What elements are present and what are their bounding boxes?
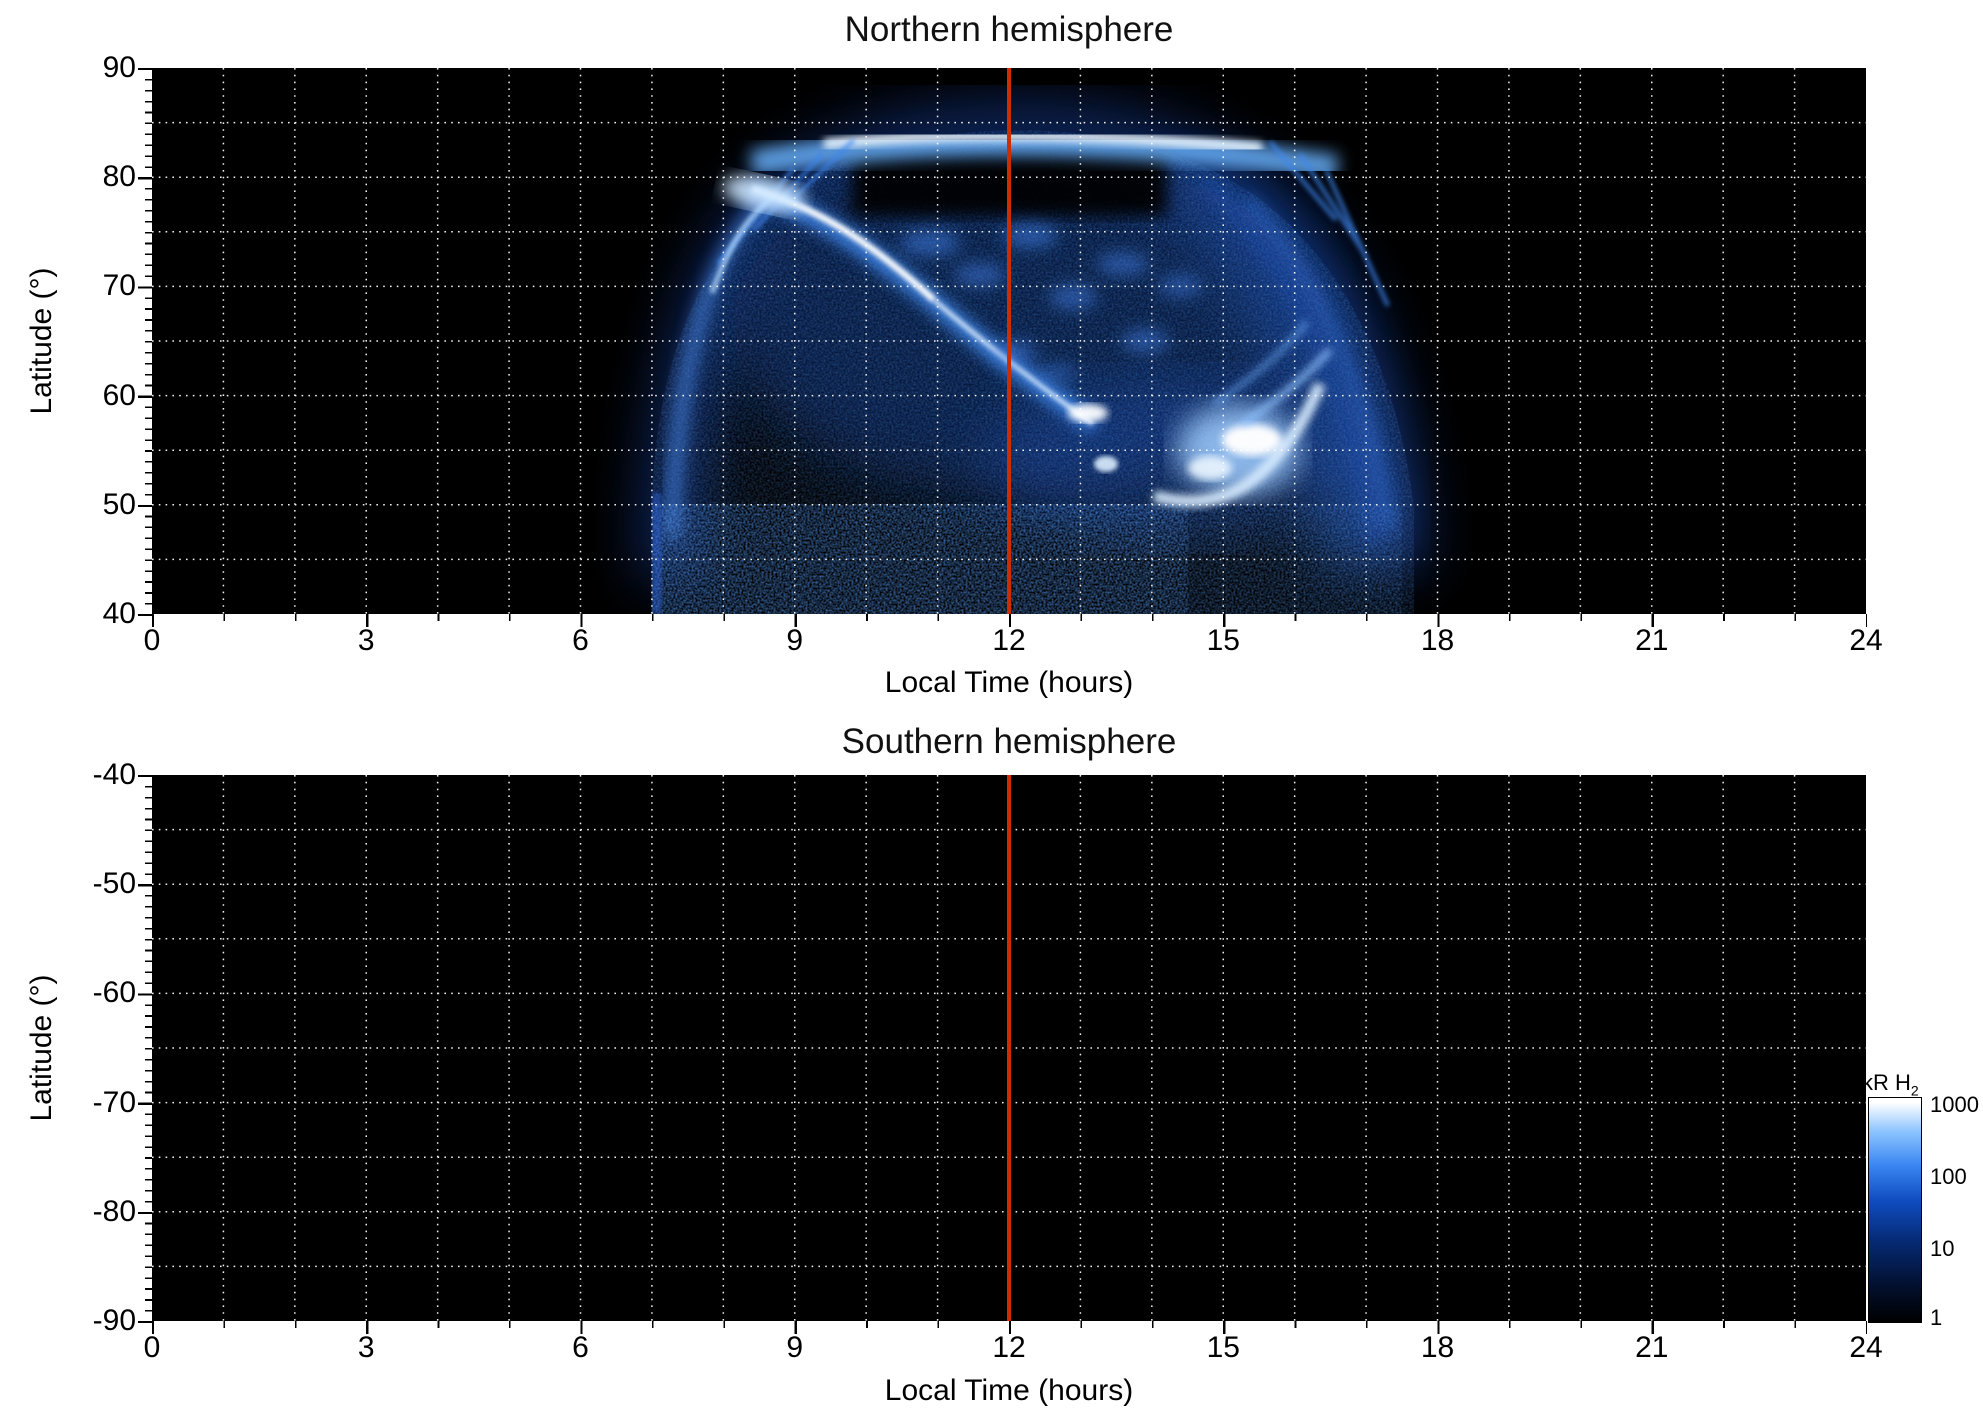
- x-tick-label: 6: [572, 624, 589, 657]
- y-tick-label: -50: [92, 867, 136, 901]
- south-y-axis-label: Latitude (°): [25, 974, 58, 1122]
- y-tick-label: -90: [92, 1303, 136, 1337]
- north-y-tick-labels: 90 80 70 60 50 40: [62, 53, 136, 629]
- colorbar-tick-labels: 1000 100 10 1: [1930, 0, 1983, 1423]
- x-tick-label: 18: [1420, 1331, 1455, 1364]
- south-panel-title: Southern hemisphere: [841, 722, 1177, 761]
- x-tick-label: 21: [1635, 1331, 1669, 1364]
- south-x-major-ticks: [152, 1321, 1867, 1334]
- x-tick-label: 3: [357, 1331, 375, 1364]
- south-grid-overlay: [152, 775, 1866, 1321]
- north-panel-title: Northern hemisphere: [844, 10, 1174, 49]
- x-tick-label: 12: [992, 1331, 1026, 1364]
- x-tick-label: 3: [357, 624, 375, 657]
- x-tick-label: 24: [1849, 624, 1883, 657]
- colorbar-tick-label: 1: [1930, 1305, 1943, 1330]
- x-tick-label: 21: [1635, 624, 1669, 657]
- x-tick-label: 18: [1420, 624, 1455, 657]
- x-tick-label: 9: [786, 1331, 804, 1364]
- y-tick-label: -70: [92, 1085, 136, 1119]
- y-tick-label: 80: [102, 160, 136, 194]
- colorbar-unit-main: kR H: [1862, 1070, 1911, 1095]
- north-y-axis-label: Latitude (°): [25, 267, 58, 415]
- north-y-major-ticks: [138, 68, 152, 616]
- x-tick-label: 6: [572, 1331, 589, 1364]
- south-x-axis-label: Local Time (hours): [884, 1374, 1134, 1407]
- south-y-tick-labels: -40 -50 -60 -70 -80 -90: [62, 760, 136, 1336]
- y-tick-label: -80: [92, 1194, 136, 1228]
- colorbar-tick-label: 100: [1930, 1164, 1967, 1189]
- colorbar-tick-label: 10: [1930, 1236, 1955, 1261]
- north-x-major-ticks: [152, 614, 1867, 627]
- south-x-tick-labels: 0 3 6 9 12 15 18 21 24: [117, 1331, 1901, 1365]
- colorbar-unit-sub: 2: [1910, 1082, 1919, 1099]
- y-tick-label: 60: [102, 378, 136, 412]
- x-tick-label: 9: [786, 624, 804, 657]
- north-x-axis-label: Local Time (hours): [884, 666, 1134, 699]
- x-tick-label: 15: [1206, 624, 1240, 657]
- y-tick-label: -60: [92, 976, 136, 1010]
- colorbar: [1868, 1097, 1922, 1323]
- x-tick-label: 0: [143, 624, 161, 657]
- y-tick-label: 70: [102, 269, 136, 303]
- north-grid-overlay: [152, 68, 1866, 614]
- x-tick-label: 24: [1849, 1331, 1883, 1364]
- x-tick-label: 12: [992, 624, 1026, 657]
- north-x-tick-labels: 0 3 6 9 12 15 18 21 24: [117, 624, 1901, 658]
- y-tick-label: -40: [92, 758, 136, 791]
- colorbar-tick-label: 1000: [1930, 1092, 1979, 1117]
- x-tick-label: 15: [1206, 1331, 1240, 1364]
- x-tick-label: 0: [143, 1331, 161, 1364]
- south-heatmap-panel: [152, 775, 1866, 1321]
- north-heatmap-panel: [152, 68, 1866, 614]
- y-tick-label: 40: [102, 596, 136, 630]
- y-tick-label: 50: [102, 487, 136, 521]
- south-y-major-ticks: [138, 775, 152, 1323]
- colorbar-unit-label: kR H2: [1862, 1070, 1972, 1098]
- y-tick-label: 90: [102, 51, 136, 84]
